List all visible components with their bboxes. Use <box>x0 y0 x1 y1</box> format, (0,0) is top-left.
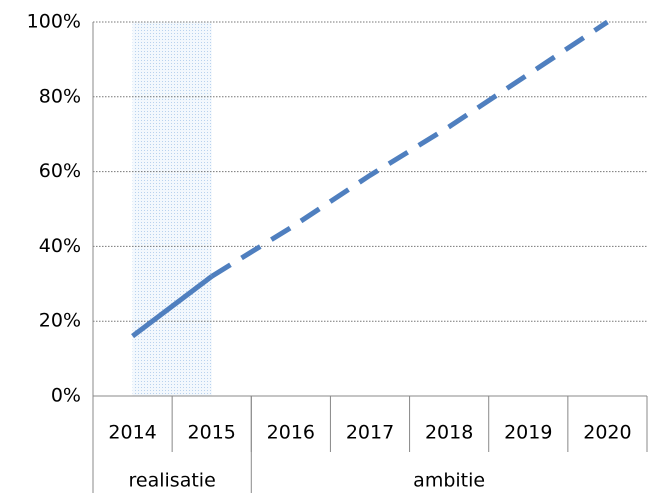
shaded-region <box>132 22 212 396</box>
x-tick-label: 2016 <box>267 422 315 444</box>
group-label: realisatie <box>129 470 216 492</box>
line-series <box>210 19 609 279</box>
x-tick-label: 2019 <box>504 422 552 444</box>
y-tick-label: 0% <box>51 385 81 407</box>
x-tick-label: 2020 <box>583 422 631 444</box>
y-tick-label: 40% <box>39 235 81 257</box>
x-tick-label: 2018 <box>425 422 473 444</box>
y-tick-label: 80% <box>39 85 81 107</box>
x-tick-label: 2017 <box>346 422 394 444</box>
x-tick-label: 2015 <box>188 422 236 444</box>
y-tick-label: 60% <box>39 160 81 182</box>
y-tick-label: 20% <box>39 310 81 332</box>
group-label: ambitie <box>413 470 485 492</box>
y-tick-label: 100% <box>27 11 81 33</box>
line-series <box>131 274 214 339</box>
x-tick-label: 2014 <box>108 422 156 444</box>
